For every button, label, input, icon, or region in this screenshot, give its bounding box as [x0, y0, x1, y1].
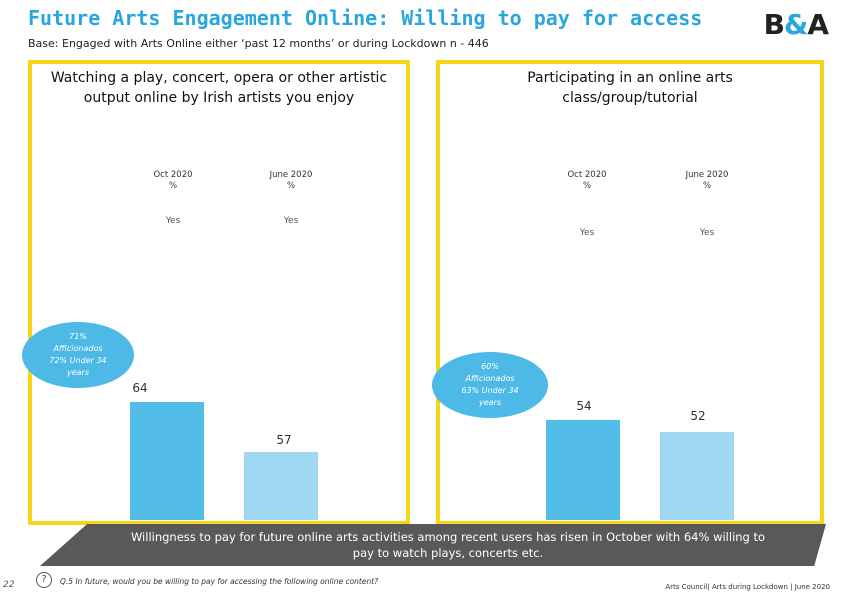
callout-line: years [66, 368, 89, 377]
col-head-unit: % [582, 181, 592, 191]
chart-title-participating: Participating in an online arts class/gr… [527, 70, 733, 106]
logo-b: B [763, 8, 785, 41]
chart-title-watching: Watching a play, concert, opera or other… [50, 70, 388, 106]
bar-watching-june [244, 452, 318, 520]
logo-a: A [807, 8, 829, 41]
chart-panel-watching: Watching a play, concert, opera or other… [28, 60, 410, 525]
summary-banner: Willingness to pay for future online art… [40, 524, 826, 566]
callout-line: years [478, 398, 501, 407]
bar-participating-june [660, 432, 734, 520]
banner-text: Willingness to pay for future online art… [130, 530, 766, 560]
col-head-oct-watching: Oct 2020 % [128, 170, 218, 192]
bar-watching-oct [130, 402, 204, 520]
data-label-watching-june: 57 [276, 433, 291, 447]
data-label-participating-june: 52 [690, 409, 705, 423]
yes-label-june-participating: Yes [699, 228, 715, 238]
col-head-unit: % [702, 181, 712, 191]
callout-line: 60% [481, 362, 499, 371]
callout-line: Afficionados [53, 344, 103, 353]
col-head-period: Oct 2020 [567, 170, 607, 180]
page-title: Future Arts Engagement Online: Willing t… [28, 6, 703, 30]
page-number: 22 [3, 580, 15, 590]
yes-label-oct-watching: Yes [165, 216, 181, 226]
col-head-june-watching: June 2020 % [246, 170, 336, 192]
callout-line: 71% [69, 332, 87, 341]
callout-line: 72% Under 34 [49, 356, 107, 365]
footer-source: Arts Council| Arts during Lockdown | Jun… [665, 583, 830, 591]
callout-bubble-participating: 60% Afficionados 63% Under 34 years [432, 352, 548, 418]
callout-line: 63% Under 34 [461, 386, 519, 395]
callout-line: Afficionados [465, 374, 515, 383]
chart-panel-participating: Participating in an online arts class/gr… [436, 60, 824, 525]
col-head-unit: % [286, 181, 296, 191]
logo-ampersand: & [783, 8, 808, 41]
col-head-unit: % [168, 181, 178, 191]
ba-logo: B&A [763, 8, 829, 41]
col-head-period: June 2020 [269, 170, 313, 180]
col-head-oct-participating: Oct 2020 % [542, 170, 632, 192]
yes-label-oct-participating: Yes [579, 228, 595, 238]
data-label-watching-oct: 64 [132, 381, 147, 395]
callout-bubble-watching: 71% Afficionados 72% Under 34 years [22, 322, 134, 388]
col-head-period: Oct 2020 [153, 170, 193, 180]
survey-question: Q.5 In future, would you be willing to p… [60, 577, 379, 586]
col-head-june-participating: June 2020 % [662, 170, 752, 192]
question-icon: ? [36, 572, 52, 588]
yes-label-june-watching: Yes [283, 216, 299, 226]
col-head-period: June 2020 [685, 170, 729, 180]
base-subtitle: Base: Engaged with Arts Online either ‘p… [28, 37, 489, 50]
bar-participating-oct [546, 420, 620, 520]
data-label-participating-oct: 54 [576, 399, 591, 413]
